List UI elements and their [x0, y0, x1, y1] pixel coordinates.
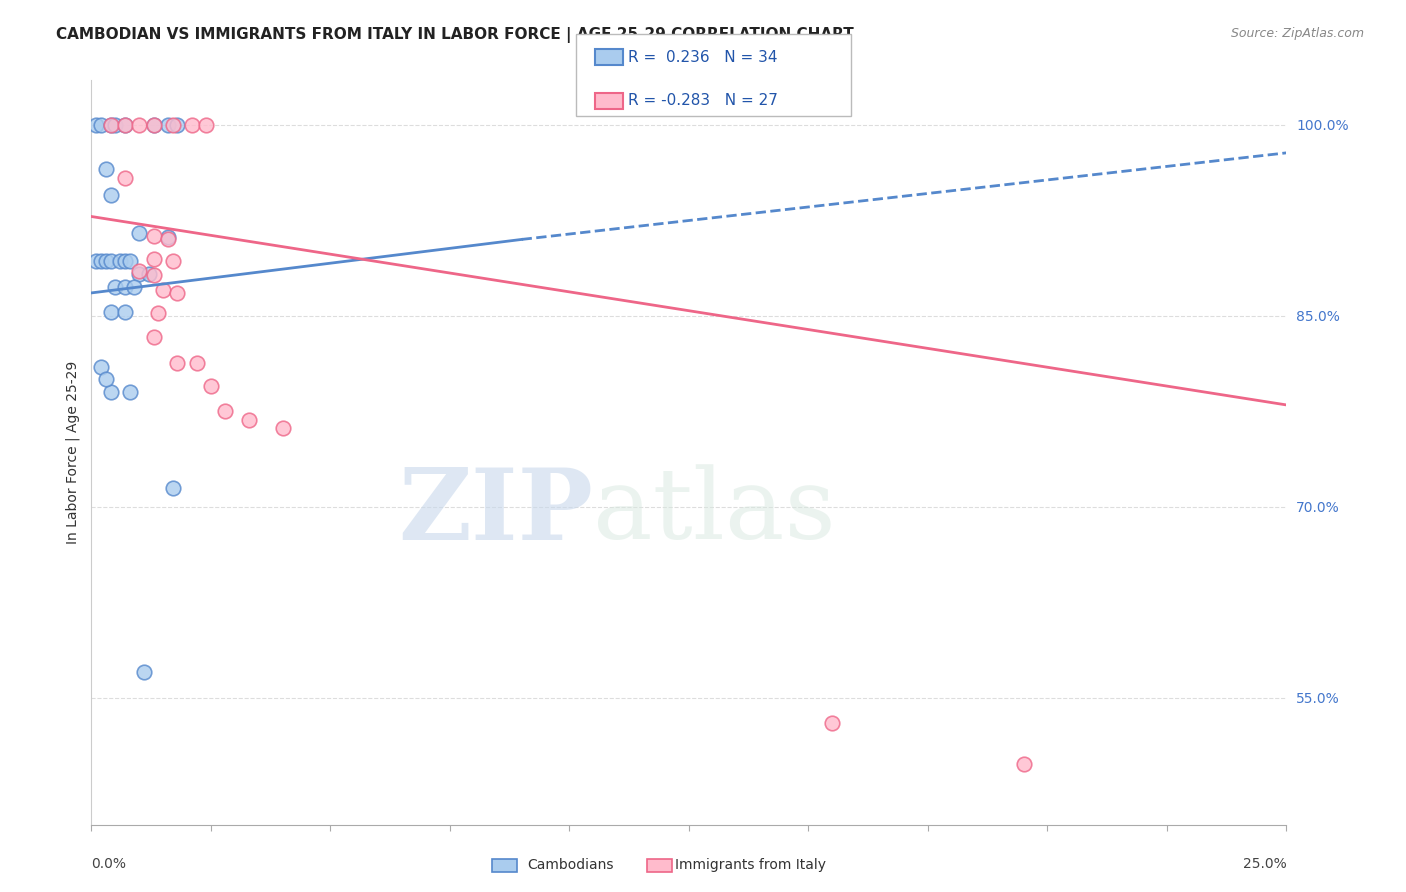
Point: [114, 305, 136, 319]
Y-axis label: In Labor Force | Age 25-29: In Labor Force | Age 25-29: [66, 361, 80, 544]
Point: [114, 254, 136, 268]
Point: [128, 264, 150, 278]
Text: Immigrants from Italy: Immigrants from Italy: [675, 858, 825, 872]
Point: [156, 230, 179, 244]
Point: [132, 665, 155, 680]
Point: [128, 267, 150, 281]
Point: [128, 226, 150, 240]
Point: [100, 305, 122, 319]
Point: [142, 228, 165, 243]
Point: [1012, 756, 1035, 771]
Point: [100, 118, 122, 132]
Point: [90, 254, 112, 268]
Point: [114, 171, 136, 186]
Point: [94, 254, 117, 268]
Point: [104, 118, 127, 132]
Text: ZIP: ZIP: [398, 464, 593, 561]
Point: [84, 254, 107, 268]
Point: [118, 385, 141, 400]
Point: [162, 118, 184, 132]
Point: [142, 118, 165, 132]
Point: [142, 252, 165, 266]
Text: CAMBODIAN VS IMMIGRANTS FROM ITALY IN LABOR FORCE | AGE 25-29 CORRELATION CHART: CAMBODIAN VS IMMIGRANTS FROM ITALY IN LA…: [56, 27, 853, 43]
Point: [84, 118, 107, 132]
Point: [114, 279, 136, 293]
Point: [162, 254, 184, 268]
Point: [821, 716, 844, 731]
Point: [138, 267, 160, 281]
Point: [148, 306, 170, 320]
Text: R =  0.236   N = 34: R = 0.236 N = 34: [628, 50, 778, 64]
Point: [100, 385, 122, 400]
Point: [156, 232, 179, 246]
Text: Cambodians: Cambodians: [527, 858, 614, 872]
Point: [214, 404, 236, 418]
Point: [166, 356, 188, 370]
Point: [142, 118, 165, 132]
Point: [142, 268, 165, 282]
Point: [124, 279, 146, 293]
Point: [195, 118, 218, 132]
Point: [100, 118, 122, 132]
Point: [162, 481, 184, 495]
Point: [108, 254, 131, 268]
Text: R = -0.283   N = 27: R = -0.283 N = 27: [628, 94, 779, 108]
Point: [152, 284, 174, 298]
Point: [118, 254, 141, 268]
Point: [271, 421, 294, 435]
Point: [114, 118, 136, 132]
Point: [186, 356, 208, 370]
Point: [94, 162, 117, 177]
Text: Source: ZipAtlas.com: Source: ZipAtlas.com: [1230, 27, 1364, 40]
Point: [166, 118, 188, 132]
Point: [90, 118, 112, 132]
Point: [94, 372, 117, 386]
Point: [128, 118, 150, 132]
Point: [180, 118, 202, 132]
Point: [100, 187, 122, 202]
Text: atlas: atlas: [593, 465, 837, 560]
Point: [142, 330, 165, 344]
Point: [114, 118, 136, 132]
Point: [156, 118, 179, 132]
Text: 25.0%: 25.0%: [1243, 857, 1286, 871]
Point: [90, 359, 112, 374]
Point: [200, 379, 222, 393]
Point: [166, 285, 188, 300]
Point: [100, 254, 122, 268]
Point: [238, 413, 260, 427]
Text: 0.0%: 0.0%: [91, 857, 127, 871]
Point: [104, 279, 127, 293]
